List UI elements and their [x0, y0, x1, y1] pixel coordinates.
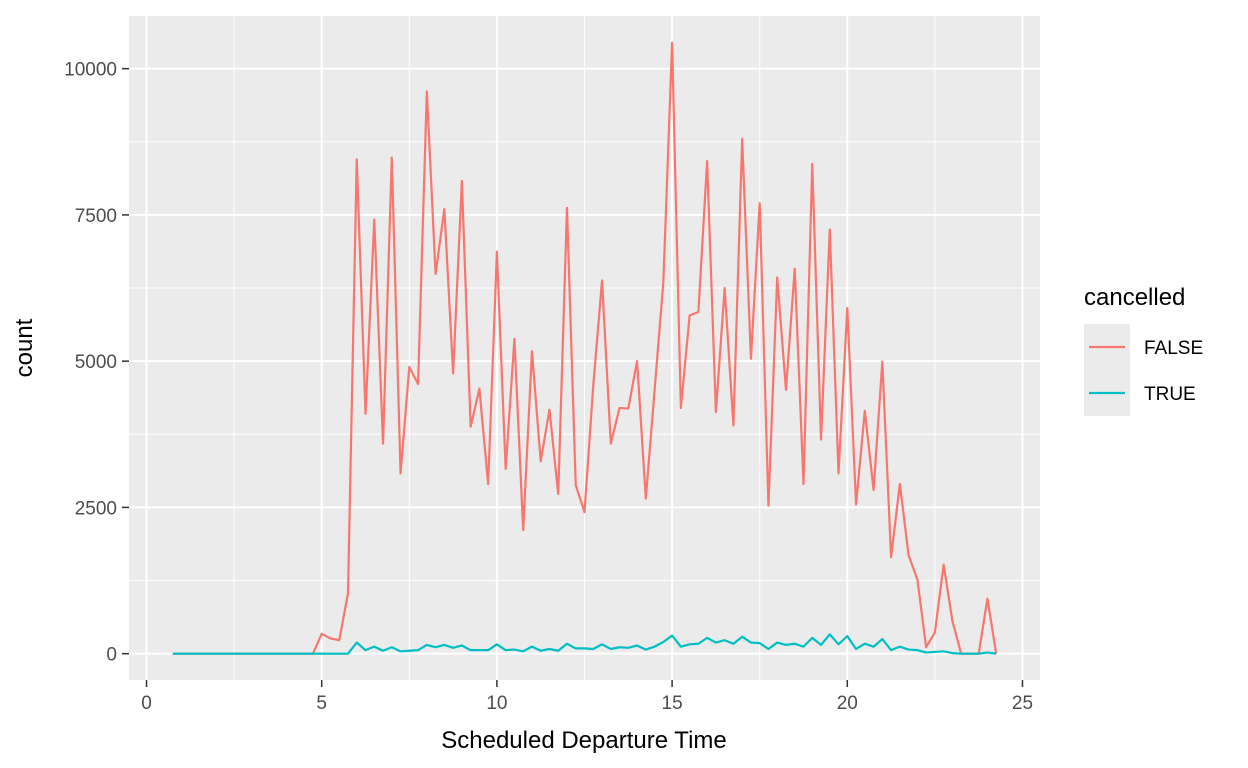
y-tick-label: 10000: [64, 60, 117, 81]
x-tick-label: 20: [837, 693, 858, 714]
x-tick-label: 5: [316, 693, 327, 714]
x-axis-title: Scheduled Departure Time: [441, 727, 727, 754]
x-tick-label: 10: [486, 693, 507, 714]
series-line-true: [172, 633, 997, 655]
y-tick-label: 5000: [75, 352, 117, 373]
y-axis-title: count: [11, 318, 38, 377]
x-tick-label: 15: [662, 693, 683, 714]
legend-label-false: FALSE: [1144, 338, 1203, 359]
legend: cancelled FALSE TRUE: [1084, 284, 1203, 416]
x-tick-label: 0: [141, 693, 152, 714]
y-axis: 0 2500 5000 7500 10000: [64, 60, 129, 666]
y-tick-label: 7500: [75, 206, 117, 227]
x-tick-label: 25: [1012, 693, 1033, 714]
legend-title: cancelled: [1084, 284, 1185, 311]
minor-gridlines: [129, 16, 1040, 680]
x-axis: 0 5 10 15 20 25: [141, 680, 1033, 714]
y-tick-label: 0: [106, 645, 117, 666]
legend-key-background: [1084, 324, 1130, 416]
y-tick-label: 2500: [75, 498, 117, 519]
series-lines: [172, 41, 998, 655]
legend-label-true: TRUE: [1144, 384, 1196, 405]
